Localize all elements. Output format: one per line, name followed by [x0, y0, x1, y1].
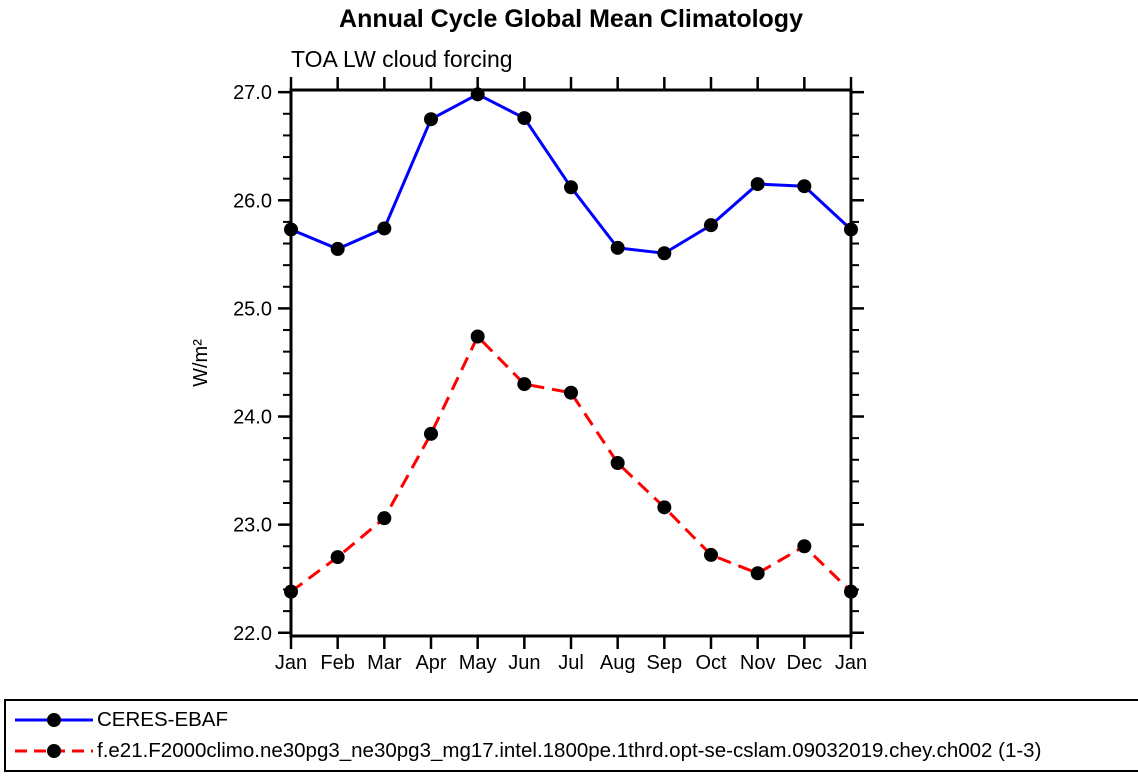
data-point [424, 112, 438, 127]
legend-swatch-solid-line [15, 713, 93, 727]
data-point [797, 539, 812, 554]
legend-item-model: f.e21.F2000climo.ne30pg3_ne30pg3_mg17.in… [14, 736, 1138, 767]
series-line-0 [290, 92, 853, 255]
data-point [377, 221, 392, 236]
data-point [284, 584, 298, 599]
data-point [330, 241, 345, 256]
x-tick-label: Sep [647, 652, 683, 674]
y-tick-label: 23.0 [233, 515, 272, 537]
data-point [424, 426, 438, 441]
y-tick-label: 22.0 [233, 623, 272, 645]
legend-label-observation: CERES-EBAF [97, 708, 228, 731]
x-tick-label: Oct [695, 652, 727, 674]
x-tick-label: Mar [367, 652, 402, 674]
legend-label-model: f.e21.F2000climo.ne30pg3_ne30pg3_mg17.in… [97, 739, 1042, 762]
page-title: Annual Cycle Global Mean Climatology [339, 5, 803, 33]
data-point [750, 177, 765, 192]
x-tick-label: Jun [508, 652, 540, 674]
x-tick-label: Feb [320, 652, 354, 674]
data-point [657, 246, 672, 261]
x-tick-label: Dec [787, 652, 823, 674]
data-point [564, 180, 578, 195]
data-point [517, 377, 532, 392]
data-point [470, 329, 485, 344]
plot-border [289, 88, 853, 638]
legend-marker [47, 713, 61, 727]
x-tick-label: Nov [740, 652, 776, 674]
data-point [610, 456, 625, 471]
data-series [284, 87, 858, 599]
data-point [704, 218, 718, 233]
y-tick-label: 24.0 [233, 407, 272, 429]
x-tick-label: Jan [835, 652, 867, 674]
chart-subtitle: TOA LW cloud forcing [291, 46, 513, 72]
data-point [284, 222, 298, 237]
annual-cycle-chart: Annual Cycle Global Mean Climatology TOA… [190, 5, 867, 674]
x-tick-label: May [459, 652, 497, 674]
axes: 22.0 23.0 24.0 25.0 26.0 27.0 Jan Feb Mar Apr May J… [233, 77, 867, 674]
y-tick-label: 27.0 [233, 82, 272, 104]
data-point [564, 385, 578, 400]
data-point [517, 111, 532, 126]
legend-item-observation: CERES-EBAF [14, 705, 1138, 736]
legend: CERES-EBAF f.e21.F2000climo.ne30pg3_ne30… [4, 699, 1138, 772]
data-point [750, 566, 765, 581]
y-tick-label: 25.0 [233, 298, 272, 320]
y-tick-label: 26.0 [233, 190, 272, 212]
y-axis-label: W/m² [190, 339, 212, 387]
data-point [844, 584, 858, 599]
data-point [657, 500, 672, 515]
legend-swatch-dashed-line [15, 744, 93, 758]
data-point [470, 87, 485, 102]
x-tick-label: Apr [415, 652, 446, 674]
data-point [844, 222, 858, 237]
series-line-1 [290, 333, 853, 593]
data-point [797, 179, 812, 194]
data-point [704, 547, 718, 562]
data-point [330, 550, 345, 565]
data-point [610, 240, 625, 255]
legend-marker [47, 744, 61, 758]
x-tick-label: Jan [275, 652, 307, 674]
x-tick-label: Jul [558, 652, 584, 674]
x-tick-label: Aug [600, 652, 636, 674]
data-point [377, 511, 392, 526]
